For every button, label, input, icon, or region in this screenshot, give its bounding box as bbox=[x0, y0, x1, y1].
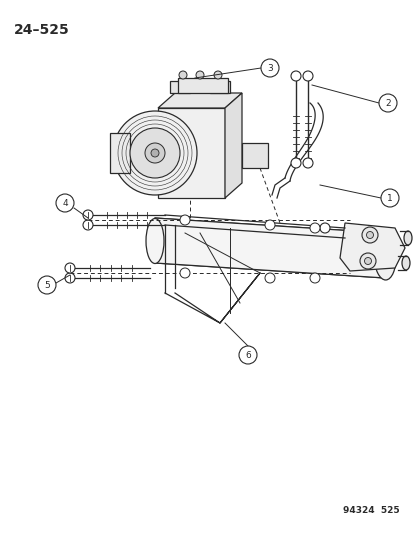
Circle shape bbox=[238, 346, 256, 364]
Circle shape bbox=[180, 168, 190, 178]
Circle shape bbox=[189, 91, 199, 101]
Circle shape bbox=[361, 227, 377, 243]
Circle shape bbox=[83, 220, 93, 230]
Polygon shape bbox=[209, 81, 230, 93]
Circle shape bbox=[290, 158, 300, 168]
Circle shape bbox=[180, 215, 190, 225]
Circle shape bbox=[214, 71, 221, 79]
Polygon shape bbox=[158, 108, 224, 198]
Circle shape bbox=[260, 59, 278, 77]
Polygon shape bbox=[158, 93, 242, 108]
Text: 5: 5 bbox=[44, 280, 50, 289]
Circle shape bbox=[178, 71, 187, 79]
Text: 1: 1 bbox=[386, 193, 392, 203]
Circle shape bbox=[113, 111, 197, 195]
Circle shape bbox=[319, 223, 329, 233]
Circle shape bbox=[366, 231, 373, 238]
Polygon shape bbox=[178, 78, 228, 93]
Circle shape bbox=[309, 223, 319, 233]
Circle shape bbox=[264, 220, 274, 230]
Circle shape bbox=[83, 210, 93, 220]
Circle shape bbox=[359, 253, 375, 269]
Circle shape bbox=[189, 168, 199, 178]
Circle shape bbox=[56, 194, 74, 212]
Ellipse shape bbox=[146, 219, 164, 263]
Circle shape bbox=[130, 128, 180, 178]
Text: 3: 3 bbox=[266, 63, 272, 72]
Polygon shape bbox=[224, 93, 242, 198]
Circle shape bbox=[180, 91, 190, 101]
Polygon shape bbox=[339, 223, 404, 271]
Polygon shape bbox=[170, 81, 190, 93]
Circle shape bbox=[180, 268, 190, 278]
Ellipse shape bbox=[373, 232, 395, 280]
Circle shape bbox=[290, 71, 300, 81]
Circle shape bbox=[38, 276, 56, 294]
Text: 4: 4 bbox=[62, 198, 68, 207]
Polygon shape bbox=[242, 143, 267, 168]
Polygon shape bbox=[110, 133, 130, 173]
Circle shape bbox=[151, 149, 159, 157]
Circle shape bbox=[65, 263, 75, 273]
Ellipse shape bbox=[403, 231, 411, 245]
Circle shape bbox=[302, 158, 312, 168]
Circle shape bbox=[378, 94, 396, 112]
Circle shape bbox=[380, 189, 398, 207]
Circle shape bbox=[264, 273, 274, 283]
Circle shape bbox=[145, 143, 165, 163]
Text: 94324  525: 94324 525 bbox=[342, 506, 399, 515]
Text: 24–525: 24–525 bbox=[14, 23, 69, 37]
Circle shape bbox=[65, 273, 75, 283]
Text: 2: 2 bbox=[384, 99, 390, 108]
Polygon shape bbox=[154, 218, 384, 278]
Circle shape bbox=[195, 71, 204, 79]
Circle shape bbox=[309, 273, 319, 283]
Text: 6: 6 bbox=[244, 351, 250, 359]
Circle shape bbox=[363, 257, 370, 264]
Ellipse shape bbox=[401, 256, 409, 270]
Circle shape bbox=[302, 71, 312, 81]
